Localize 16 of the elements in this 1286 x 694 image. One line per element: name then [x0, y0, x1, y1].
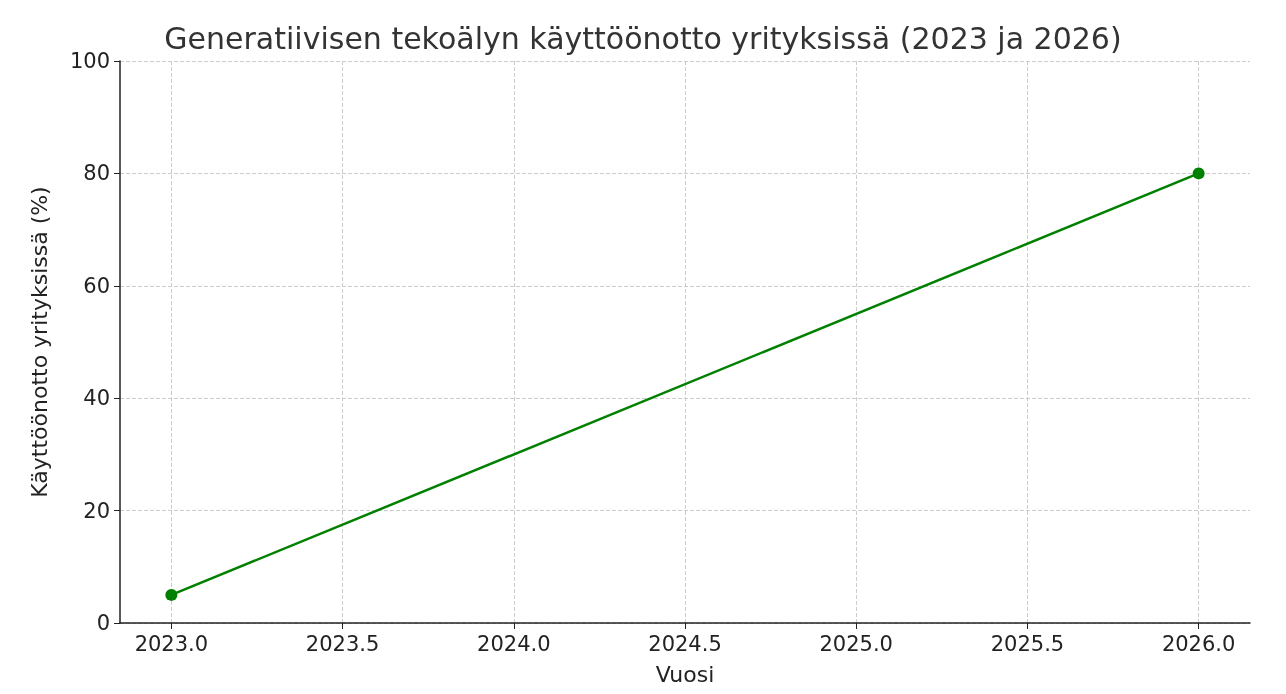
x-tick-label: 2023.0: [134, 631, 209, 656]
x-tick-label: 2026.0: [1161, 631, 1236, 656]
x-tick-label: 2023.5: [305, 631, 380, 656]
y-tick-label: 80: [83, 161, 110, 186]
y-tick-label: 0: [96, 611, 110, 635]
x-axis-title: Vuosi: [655, 661, 715, 687]
y-axis-title: Käyttöönotto yrityksissä (%): [26, 186, 52, 498]
x-tick-label: 2025.5: [990, 631, 1065, 656]
y-tick-label: 20: [83, 498, 110, 523]
y-tick-label: 60: [83, 273, 110, 298]
y-tick-label: 100: [69, 49, 110, 73]
x-tick-label: 2024.0: [477, 631, 551, 656]
y-tick-label: 40: [83, 386, 110, 411]
chart-title: Generatiivisen tekoälyn käyttöönotto yrityksissä (2023 ja 2026): [164, 20, 1122, 56]
x-tick-label: 2024.5: [648, 631, 722, 656]
x-tick-label: 2025.0: [819, 631, 893, 656]
